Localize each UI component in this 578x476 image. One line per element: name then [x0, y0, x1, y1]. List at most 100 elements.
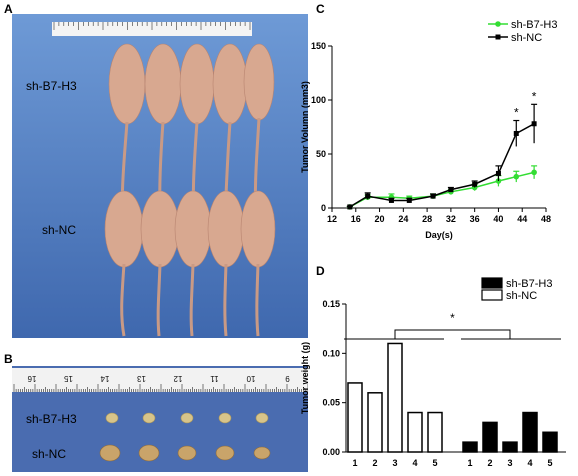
ruler-number: 12 — [173, 374, 182, 383]
data-point — [388, 197, 394, 203]
tumor — [218, 412, 232, 424]
significance-marker: * — [532, 89, 537, 103]
x-tick-label: 3 — [392, 458, 397, 468]
data-point — [531, 169, 537, 176]
label-sh-b7h3-b: sh-B7-H3 — [26, 412, 77, 426]
y-axis-label: Tumor Volumn (mm3) — [300, 81, 310, 173]
x-tick-label: 28 — [422, 214, 432, 224]
ruler-number: 10 — [246, 374, 255, 383]
significance-marker: * — [514, 106, 519, 120]
data-point — [513, 130, 519, 136]
tumors-row-top — [105, 412, 269, 424]
ruler-number: 14 — [100, 374, 109, 383]
label-sh-nc-a: sh-NC — [42, 223, 76, 237]
tumor — [215, 445, 235, 461]
series-line — [349, 171, 535, 208]
ruler-b — [12, 368, 308, 392]
data-point — [448, 187, 454, 193]
label-sh-b7h3-a: sh-B7-H3 — [26, 79, 77, 93]
ruler-number: 16 — [27, 374, 36, 383]
legend-label: sh-B7-H3 — [506, 278, 552, 290]
panel-letter-a: A — [4, 2, 13, 16]
series-line — [349, 123, 535, 208]
mice-illustration: sh-B7-H3 sh-NC — [12, 14, 308, 338]
tumors-row-bottom — [99, 444, 271, 462]
x-tick-label: 24 — [398, 214, 408, 224]
label-sh-nc-b: sh-NC — [32, 447, 66, 461]
x-axis-label: Day(s) — [425, 230, 453, 240]
ruler-number: 15 — [64, 374, 73, 383]
data-point — [495, 170, 501, 176]
x-tick-label: 32 — [446, 214, 456, 224]
ruler-number: 11 — [210, 374, 219, 383]
photo-tumors: 16 15 14 13 12 11 10 9 sh-B7-H3 sh-NC — [12, 366, 308, 472]
x-tick-label: 4 — [527, 458, 532, 468]
tumor — [177, 445, 197, 461]
x-tick-label: 40 — [493, 214, 503, 224]
legend-label: sh-NC — [506, 290, 537, 302]
panel-letter-d: D — [316, 264, 325, 278]
panel-letter-b: B — [4, 352, 13, 366]
x-tick-label: 36 — [470, 214, 480, 224]
x-tick-label: 20 — [375, 214, 385, 224]
y-tick-label: 0.15 — [322, 299, 340, 309]
significance-bracket — [394, 329, 511, 339]
data-point — [513, 173, 520, 180]
legend-label: sh-B7-H3 — [511, 19, 557, 31]
x-tick-label: 48 — [541, 214, 551, 224]
x-tick-label: 1 — [352, 458, 357, 468]
bar — [367, 392, 383, 453]
y-tick-label: 150 — [311, 41, 326, 51]
bar — [407, 411, 423, 453]
tumors-illustration: 16 15 14 13 12 11 10 9 sh-B7-H3 sh-NC — [12, 366, 308, 472]
legend-marker — [495, 21, 501, 27]
mice-row-bottom — [104, 190, 276, 337]
data-point — [347, 204, 353, 210]
bar — [427, 411, 443, 453]
x-tick-label: 5 — [547, 458, 552, 468]
bar — [502, 441, 518, 453]
tumor — [99, 444, 121, 462]
x-tick-label: 2 — [487, 458, 492, 468]
legend-swatch — [481, 289, 503, 301]
tumor — [255, 412, 269, 424]
tumor — [142, 412, 156, 424]
tumor — [180, 412, 194, 424]
y-tick-label: 0 — [321, 203, 326, 213]
bar — [542, 431, 558, 453]
y-tick-label: 0.05 — [322, 398, 340, 408]
mouse — [140, 190, 180, 337]
y-tick-label: 50 — [316, 149, 326, 159]
x-tick-label: 2 — [372, 458, 377, 468]
legend-label: sh-NC — [511, 32, 542, 44]
x-tick-label: 44 — [517, 214, 527, 224]
mouse — [207, 190, 245, 337]
panel-letter-c: C — [316, 2, 325, 16]
photo-mice: sh-B7-H3 sh-NC — [12, 14, 308, 338]
y-axis-label: Tumor weight (g) — [300, 342, 310, 414]
ruler-number: 9 — [285, 374, 290, 383]
legend-swatch — [481, 277, 503, 289]
tumor — [138, 444, 160, 462]
x-tick-label: 5 — [432, 458, 437, 468]
mouse — [240, 190, 276, 337]
bar — [347, 382, 363, 453]
chart-tumor-volume: 0 50 100 150 12 16 20 24 28 32 36 40 44 48 Day(s) Tumor… — [300, 19, 557, 240]
data-point — [430, 193, 436, 199]
x-tick-label: 1 — [467, 458, 472, 468]
x-tick-label: 3 — [507, 458, 512, 468]
bar — [482, 421, 498, 453]
tumor — [105, 412, 119, 424]
data-point — [472, 181, 478, 187]
tumor — [253, 446, 271, 460]
x-tick-label: 16 — [351, 214, 361, 224]
data-point — [406, 197, 412, 203]
data-point — [365, 193, 371, 199]
ruler-number: 13 — [137, 374, 146, 383]
legend-marker — [495, 34, 501, 40]
significance-marker: * — [450, 311, 455, 325]
y-tick-label: 100 — [311, 95, 326, 105]
x-tick-label: 4 — [412, 458, 417, 468]
y-tick-label: 0.00 — [322, 447, 340, 457]
bar — [462, 441, 478, 453]
